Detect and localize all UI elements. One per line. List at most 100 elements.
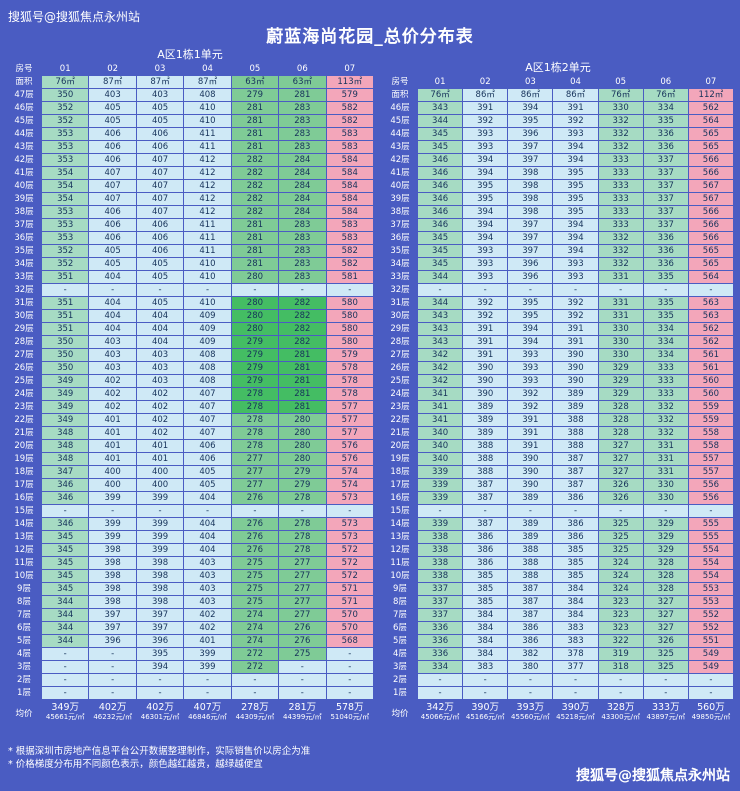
floor-label: 10层 bbox=[14, 571, 34, 581]
price-cell: 353 bbox=[42, 219, 89, 231]
price-cell: 340 bbox=[418, 427, 463, 439]
table-row: 39层 354 407 407 412 282 284 584 bbox=[7, 193, 373, 205]
price-cell: 558 bbox=[688, 440, 733, 452]
price-cell: 406 bbox=[184, 453, 231, 465]
price-cell: 390 bbox=[553, 362, 598, 374]
table-row: 19层 340 388 390 387 327 331 557 bbox=[383, 453, 733, 465]
avg-cell: 333万 43897元/㎡ bbox=[644, 700, 688, 724]
price-cell: 387 bbox=[463, 518, 508, 530]
price-cell: 281 bbox=[231, 102, 279, 114]
floor-label: 22层 bbox=[390, 415, 410, 425]
price-cell: 279 bbox=[231, 89, 279, 101]
floor-label: 8层 bbox=[393, 597, 407, 607]
floor-label: 23层 bbox=[14, 402, 34, 412]
price-cell: 336 bbox=[643, 128, 688, 140]
price-cell: 386 bbox=[508, 622, 553, 634]
floor-label: 39层 bbox=[14, 194, 34, 204]
table-head: 房号 01 02 03 04 05 06 07 面积 76㎡ 86㎡ 86㎡ 86㎡ 76㎡ 76㎡ 112㎡ bbox=[383, 76, 733, 101]
price-cell: 278 bbox=[231, 388, 279, 400]
floor-label: 22层 bbox=[14, 415, 34, 425]
price-cell: 397 bbox=[508, 141, 553, 153]
price-cell: 398 bbox=[508, 193, 553, 205]
price-cell: 408 bbox=[184, 375, 231, 387]
table-row: 24层 349 402 402 407 278 281 578 bbox=[7, 388, 373, 400]
price-cell: 393 bbox=[553, 258, 598, 270]
price-cell: 566 bbox=[688, 154, 733, 166]
floor-label: 40层 bbox=[390, 181, 410, 191]
price-cell: 338 bbox=[418, 531, 463, 543]
table-row: 39层 346 395 398 395 333 337 567 bbox=[383, 193, 733, 205]
avg-price: 281万 bbox=[288, 702, 317, 713]
price-cell: 327 bbox=[643, 622, 688, 634]
price-cell: 411 bbox=[184, 219, 231, 231]
floor-label: 17层 bbox=[390, 480, 410, 490]
price-cell: 564 bbox=[688, 271, 733, 283]
price-cell: 386 bbox=[463, 544, 508, 556]
price-cell: 393 bbox=[508, 375, 553, 387]
table-row: 45层 344 392 395 392 332 335 564 bbox=[383, 115, 733, 127]
price-cell: - bbox=[136, 284, 184, 296]
price-cell: 384 bbox=[553, 609, 598, 621]
table-row: 36层 353 406 406 411 281 283 583 bbox=[7, 232, 373, 244]
watermark-bottom: 搜狐号@搜狐焦点永州站 bbox=[576, 768, 730, 784]
price-cell: 342 bbox=[418, 362, 463, 374]
floor-label: 5层 bbox=[17, 636, 31, 646]
price-cell: 277 bbox=[279, 557, 326, 569]
table-row: 14层 346 399 399 404 276 278 573 bbox=[7, 518, 373, 530]
price-cell: 408 bbox=[184, 89, 231, 101]
price-cell: 554 bbox=[688, 557, 733, 569]
price-cell: 387 bbox=[463, 479, 508, 491]
price-cell: 388 bbox=[463, 440, 508, 452]
price-cell: 281 bbox=[231, 128, 279, 140]
price-cell: 401 bbox=[184, 635, 231, 647]
table-row: 43层 353 406 406 411 281 283 583 bbox=[7, 141, 373, 153]
price-cell: 326 bbox=[643, 635, 688, 647]
price-cell: 401 bbox=[89, 440, 136, 452]
price-cell: 387 bbox=[553, 453, 598, 465]
avg-price: 328万 bbox=[606, 702, 635, 713]
price-cell: 380 bbox=[508, 661, 553, 673]
price-cell: 407 bbox=[184, 388, 231, 400]
price-cell: 400 bbox=[136, 479, 184, 491]
price-cell: 383 bbox=[553, 635, 598, 647]
price-cell: - bbox=[89, 661, 136, 673]
price-cell: 406 bbox=[89, 206, 136, 218]
avg-price: 393万 bbox=[516, 702, 545, 713]
price-cell: 277 bbox=[279, 609, 326, 621]
price-cell: 412 bbox=[184, 180, 231, 192]
floor-label: 19层 bbox=[390, 454, 410, 464]
price-cell: 403 bbox=[89, 349, 136, 361]
price-cell: 404 bbox=[136, 323, 184, 335]
floor-label: 29层 bbox=[390, 324, 410, 334]
price-cell: 398 bbox=[89, 583, 136, 595]
price-cell: 344 bbox=[418, 297, 463, 309]
price-cell: 340 bbox=[418, 440, 463, 452]
price-cell: - bbox=[231, 505, 279, 517]
price-cell: 411 bbox=[184, 141, 231, 153]
floor-label: 15层 bbox=[14, 506, 34, 516]
price-cell: 391 bbox=[463, 349, 508, 361]
area-header: 面积 bbox=[391, 90, 409, 100]
price-cell: - bbox=[553, 505, 598, 517]
unit1-title: A区1栋1单元 bbox=[157, 48, 223, 61]
price-cell: 385 bbox=[553, 570, 598, 582]
price-cell: 566 bbox=[688, 232, 733, 244]
price-cell: - bbox=[326, 687, 373, 699]
price-cell: 354 bbox=[42, 167, 89, 179]
avg-unit-price: 43897元/㎡ bbox=[646, 713, 686, 721]
price-cell: 393 bbox=[508, 349, 553, 361]
price-cell: 389 bbox=[463, 427, 508, 439]
price-cell: - bbox=[136, 687, 184, 699]
price-cell: 405 bbox=[136, 115, 184, 127]
price-cell: 330 bbox=[598, 102, 643, 114]
price-cell: 394 bbox=[136, 661, 184, 673]
price-cell: - bbox=[643, 284, 688, 296]
price-cell: 407 bbox=[89, 180, 136, 192]
area-cell: 63㎡ bbox=[279, 76, 326, 88]
price-cell: 327 bbox=[598, 453, 643, 465]
price-cell: 392 bbox=[463, 297, 508, 309]
price-cell: 282 bbox=[279, 323, 326, 335]
price-cell: - bbox=[463, 505, 508, 517]
price-cell: - bbox=[598, 505, 643, 517]
price-cell: 350 bbox=[42, 362, 89, 374]
